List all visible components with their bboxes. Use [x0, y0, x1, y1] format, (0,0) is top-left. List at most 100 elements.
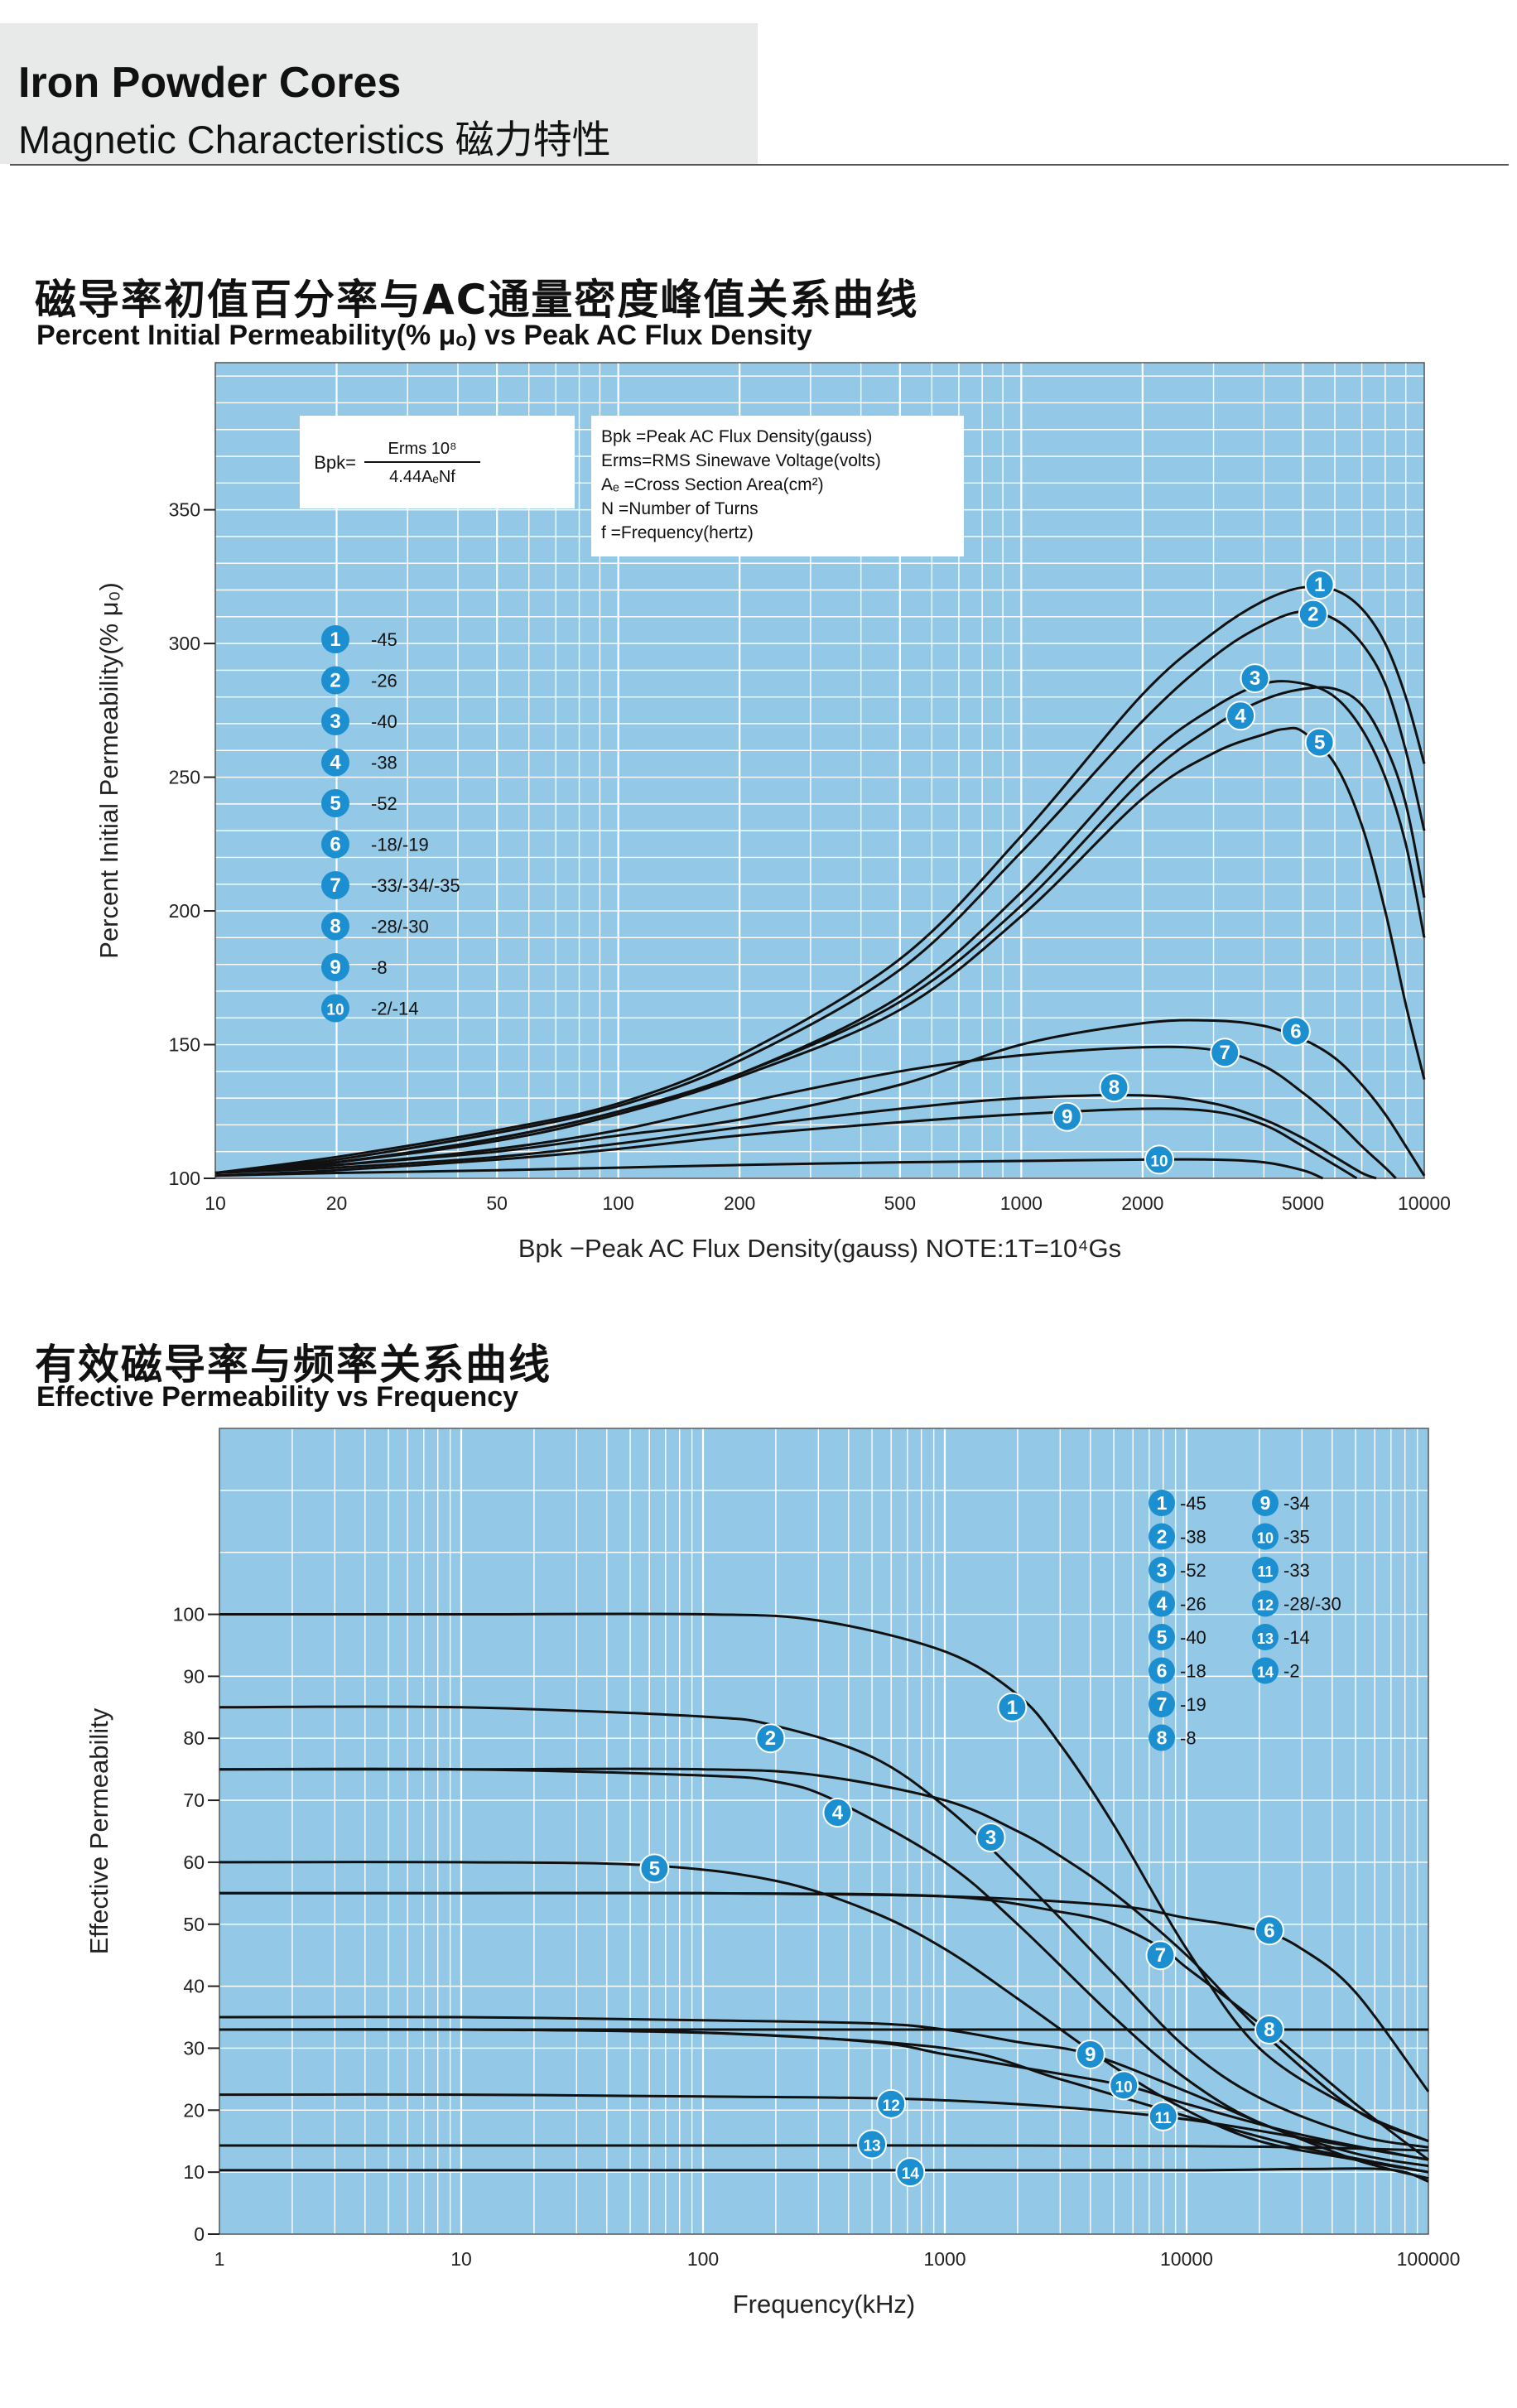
marker-number: 3: [985, 1827, 996, 1849]
chart2-title-cn: 有效磁导率与频率关系曲线: [35, 1341, 551, 1389]
legend-label: -45: [371, 629, 397, 650]
marker-7: 7: [1145, 1940, 1176, 1971]
legend-number: 5: [330, 792, 340, 815]
marker-8: 8: [1254, 2015, 1284, 2045]
legend-marker: [1149, 1590, 1175, 1617]
legend-item-12: 12 -28/-30: [1252, 1590, 1341, 1617]
y-tick-label: 350: [169, 499, 200, 521]
marker-circle: [1099, 1072, 1129, 1103]
legend-label: -35: [1283, 1527, 1310, 1548]
header-divider: [10, 164, 1509, 166]
marker-number: 12: [883, 2097, 900, 2115]
series-line-10: [214, 1158, 1324, 1180]
marker-circle: [822, 1798, 853, 1828]
marker-circle: [1148, 2101, 1178, 2131]
legend-label: -8: [371, 957, 388, 978]
legend-label: -2/-14: [371, 999, 418, 1019]
marker-number: 13: [864, 2137, 881, 2155]
marker-6: 6: [1254, 1915, 1284, 1946]
marker-number: 8: [1264, 2019, 1274, 2041]
legend-label: -38: [371, 753, 397, 773]
legend-marker: [1149, 1724, 1175, 1751]
legend-number: 1: [1157, 1492, 1168, 1514]
legend-label: -40: [1180, 1627, 1206, 1648]
marker-number: 3: [1250, 667, 1260, 690]
marker-circle: [975, 1822, 1006, 1852]
marker-12: 12: [876, 2088, 907, 2119]
legend-item-2: 2 -38: [1149, 1523, 1206, 1550]
series-line-6: [214, 1019, 1426, 1177]
marker-4: 4: [822, 1798, 853, 1828]
legend-marker: [321, 748, 349, 777]
legend: 1 -45 2 -26 3 -40 4 -38 5 -52 6 -18/-19 7 -33/-34/-35…: [321, 625, 460, 1023]
x-tick-label: 100: [687, 2248, 719, 2270]
definition-line: Bpk =Peak AC Flux Density(gauss): [601, 427, 872, 446]
legend-marker: [321, 707, 349, 735]
legend-number: 9: [330, 956, 340, 979]
marker-13: 13: [857, 2129, 888, 2160]
plot-frame: [214, 362, 1425, 1179]
marker-14: 14: [895, 2157, 926, 2188]
series-line-8: [214, 1094, 1377, 1180]
legend-label: -28/-30: [371, 917, 429, 937]
legend-marker: [1149, 1624, 1175, 1650]
marker-circle: [639, 1853, 670, 1884]
legend-item-4: 4 -26: [1149, 1590, 1206, 1617]
legend-item-14: 14 -2: [1252, 1657, 1300, 1684]
marker-circle: [1254, 1915, 1284, 1946]
x-tick-label: 1000: [923, 2248, 966, 2270]
x-axis-title: Frequency(kHz): [733, 2290, 916, 2319]
legend-label: -8: [1180, 1728, 1197, 1749]
marker-circle: [1144, 1144, 1174, 1175]
definition-line: N =Number of Turns: [601, 499, 758, 518]
x-tick-label: 10000: [1398, 1192, 1451, 1214]
legend-number: 3: [1157, 1559, 1168, 1581]
formula-lhs: Bpk=: [314, 452, 356, 473]
legend-number: 7: [330, 874, 340, 897]
legend-marker: [1252, 1657, 1279, 1684]
marker-circle: [876, 2088, 907, 2119]
formula-denominator: 4.44AₑNf: [389, 468, 455, 486]
legend-marker: [1252, 1490, 1279, 1516]
legend-marker: [1252, 1624, 1279, 1650]
marker-circle: [1109, 2070, 1139, 2101]
legend-item-6: 6 -18: [1149, 1657, 1206, 1684]
definitions-box-bg: [591, 416, 964, 556]
legend-number: 10: [1257, 1530, 1274, 1547]
legend-number: 6: [330, 834, 340, 856]
y-tick-label: 30: [183, 2037, 205, 2059]
definitions-box: Bpk =Peak AC Flux Density(gauss) Erms=RMS…: [591, 416, 964, 556]
marker-2: 2: [1298, 599, 1328, 629]
legend-item-9: 9 -8: [321, 953, 388, 981]
legend-label: -14: [1283, 1627, 1310, 1648]
marker-2: 2: [755, 1723, 786, 1754]
legend-label: -34: [1283, 1493, 1310, 1514]
legend-label: -28/-30: [1283, 1594, 1341, 1615]
y-tick-label: 300: [169, 633, 200, 654]
x-tick-label: 100000: [1397, 2248, 1461, 2270]
marker-1: 1: [997, 1692, 1028, 1722]
marker-9: 9: [1075, 2039, 1105, 2069]
marker-number: 4: [832, 1802, 844, 1824]
legend-item-9: 9 -34: [1252, 1490, 1310, 1516]
chart1-title-cn: 磁导率初值百分率与AC通量密度峰值关系曲线: [35, 276, 919, 324]
legend-item-13: 13 -14: [1252, 1624, 1310, 1650]
marker-number: 2: [765, 1727, 776, 1750]
legend-label: -52: [1180, 1560, 1206, 1581]
legend-number: 12: [1257, 1597, 1274, 1614]
legend-label: -18/-19: [371, 835, 429, 855]
legend-item-10: 10 -35: [1252, 1523, 1310, 1550]
marker-3: 3: [975, 1822, 1006, 1852]
marker-number: 2: [1308, 604, 1318, 626]
marker-number: 4: [1235, 705, 1246, 727]
legend-item-5: 5 -40: [1149, 1624, 1206, 1650]
legend-marker: [1252, 1590, 1279, 1617]
marker-number: 14: [902, 2165, 920, 2183]
y-tick-label: 250: [169, 767, 200, 788]
legend-label: -33: [1283, 1560, 1310, 1581]
x-tick-label: 50: [486, 1192, 508, 1214]
marker-number: 6: [1264, 1919, 1274, 1942]
definition-line: f =Frequency(hertz): [601, 523, 754, 542]
legend-number: 1: [330, 628, 340, 651]
legend-item-3: 3 -52: [1149, 1557, 1206, 1583]
